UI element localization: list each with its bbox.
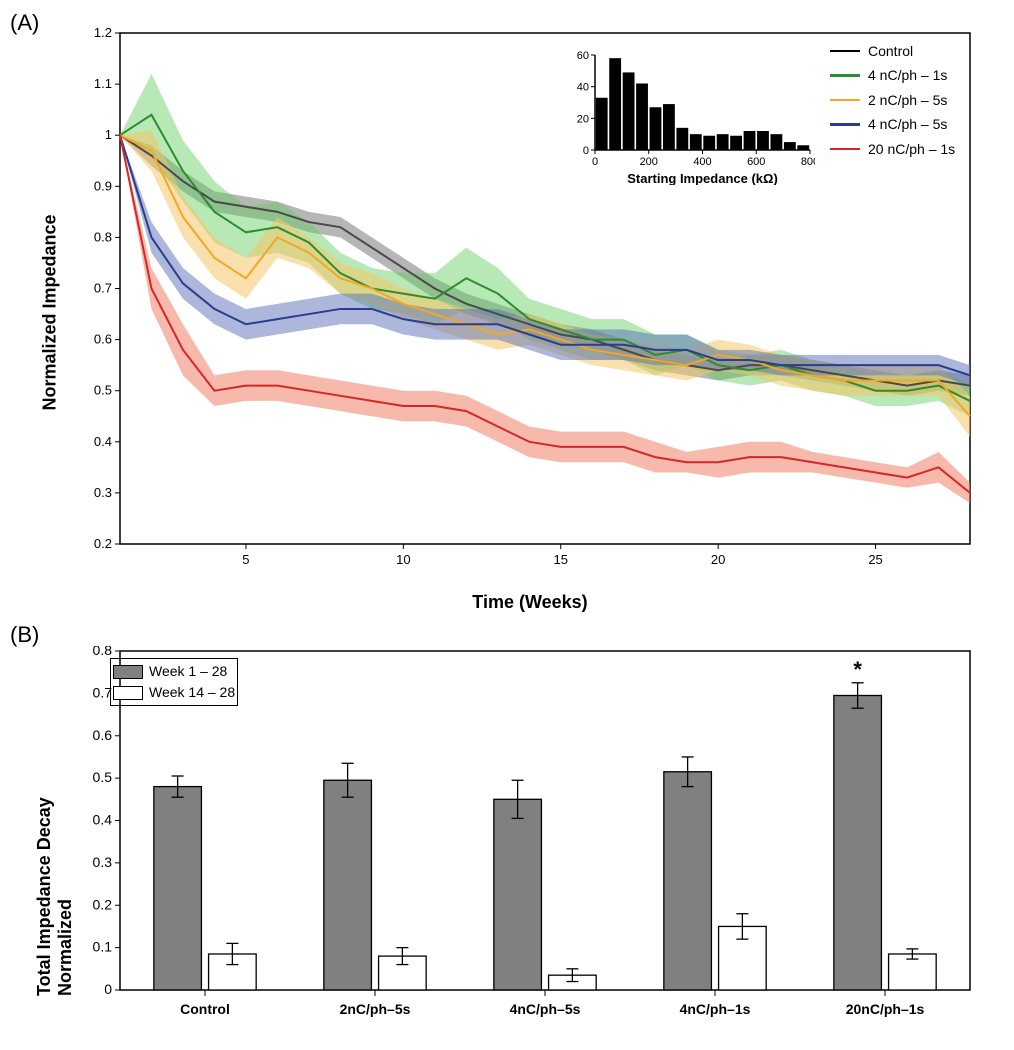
svg-text:1: 1 — [105, 127, 112, 142]
svg-text:0.3: 0.3 — [94, 485, 112, 500]
legend-swatch — [830, 123, 860, 126]
svg-text:*: * — [853, 657, 862, 682]
legend-label: Week 1 – 28 — [149, 661, 227, 682]
svg-text:0.7: 0.7 — [94, 281, 112, 296]
legend-item: Week 14 – 28 — [113, 682, 235, 703]
svg-text:0.5: 0.5 — [93, 769, 113, 785]
legend-item: 2 nC/ph – 5s — [830, 89, 955, 111]
svg-text:2nC/ph–5s: 2nC/ph–5s — [340, 1001, 411, 1017]
svg-text:0: 0 — [583, 145, 589, 157]
legend-item: Week 1 – 28 — [113, 661, 235, 682]
svg-text:25: 25 — [868, 552, 882, 567]
svg-text:20: 20 — [577, 113, 589, 125]
svg-text:0.4: 0.4 — [94, 434, 112, 449]
svg-text:0: 0 — [104, 981, 112, 997]
svg-text:0.6: 0.6 — [94, 332, 112, 347]
svg-text:1.2: 1.2 — [94, 28, 112, 40]
svg-text:60: 60 — [577, 50, 589, 62]
legend-label: Week 14 – 28 — [149, 682, 235, 703]
svg-text:0.5: 0.5 — [94, 383, 112, 398]
legend-label: 2 nC/ph – 5s — [868, 89, 947, 111]
svg-text:Starting Impedance (kΩ): Starting Impedance (kΩ) — [627, 171, 778, 185]
legend-swatch — [830, 99, 860, 102]
chart-a-xlabel: Time (Weeks) — [80, 592, 980, 613]
chart-b-ylabel: Total Impedance Decay Normalized — [34, 696, 76, 996]
panel-a-label: (A) — [10, 10, 39, 36]
svg-text:0.2: 0.2 — [93, 896, 113, 912]
svg-text:600: 600 — [747, 156, 765, 168]
svg-text:40: 40 — [577, 82, 589, 94]
legend-label: Control — [868, 40, 913, 62]
svg-text:20nC/ph–1s: 20nC/ph–1s — [846, 1001, 925, 1017]
chart-a-ylabel: Normalized Impedance — [40, 211, 61, 411]
svg-text:20: 20 — [711, 552, 725, 567]
figure-root: (A) 0.2 0.3 0.4 0.5 0.6 0.7 0.8 0.9 1 1.1 1.2 5 10 15… — [10, 10, 1004, 1040]
svg-text:0.8: 0.8 — [94, 229, 112, 244]
legend-swatch — [830, 148, 860, 151]
svg-text:10: 10 — [396, 552, 410, 567]
svg-text:0.2: 0.2 — [94, 536, 112, 551]
legend-swatch — [830, 74, 860, 77]
svg-text:0: 0 — [592, 156, 598, 168]
legend-label: 4 nC/ph – 1s — [868, 64, 947, 86]
legend-item: 4 nC/ph – 5s — [830, 113, 955, 135]
svg-text:0.1: 0.1 — [93, 939, 113, 955]
svg-text:400: 400 — [693, 156, 711, 168]
inset-svg: 02040600200400600800Starting Impedance (… — [565, 50, 815, 185]
legend-item: Control — [830, 40, 955, 62]
svg-text:0.3: 0.3 — [93, 854, 113, 870]
legend-label: 20 nC/ph – 1s — [868, 138, 955, 160]
legend-swatch — [113, 665, 143, 679]
svg-text:800: 800 — [801, 156, 815, 168]
svg-text:4nC/ph–5s: 4nC/ph–5s — [510, 1001, 581, 1017]
chart-b-legend: Week 1 – 28Week 14 – 28 — [110, 658, 238, 706]
svg-text:0.8: 0.8 — [93, 646, 113, 658]
svg-text:1.1: 1.1 — [94, 76, 112, 91]
legend-item: 20 nC/ph – 1s — [830, 138, 955, 160]
panel-b-label: (B) — [10, 622, 39, 648]
chart-a-legend: Control4 nC/ph – 1s 2 nC/ph – 5s4 nC/ph –… — [830, 40, 955, 162]
svg-text:Control: Control — [180, 1001, 230, 1017]
svg-text:0.6: 0.6 — [93, 727, 113, 743]
svg-text:4nC/ph–1s: 4nC/ph–1s — [680, 1001, 751, 1017]
legend-label: 4 nC/ph – 5s — [868, 113, 947, 135]
legend-swatch — [113, 686, 143, 700]
svg-text:200: 200 — [640, 156, 658, 168]
svg-text:15: 15 — [554, 552, 568, 567]
chart-a-inset-histogram: 02040600200400600800Starting Impedance (… — [565, 50, 815, 185]
svg-text:0.9: 0.9 — [94, 178, 112, 193]
svg-text:0.4: 0.4 — [93, 812, 113, 828]
svg-text:5: 5 — [242, 552, 249, 567]
legend-item: 4 nC/ph – 1s — [830, 64, 955, 86]
legend-swatch — [830, 50, 860, 53]
